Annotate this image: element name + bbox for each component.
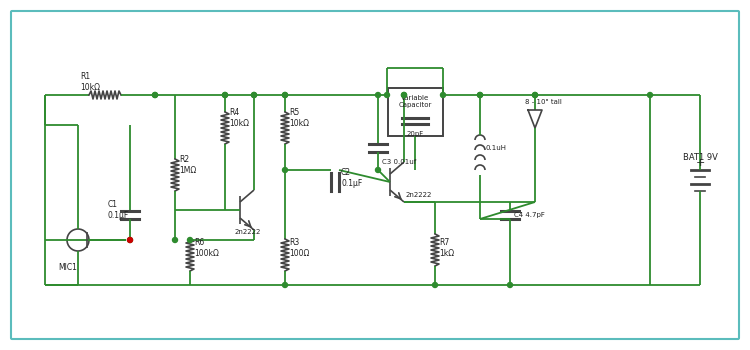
Circle shape	[478, 92, 482, 98]
Text: R2
1MΩ: R2 1MΩ	[179, 155, 196, 175]
Text: C3 0.01uf: C3 0.01uf	[382, 159, 416, 165]
Text: +: +	[695, 158, 705, 168]
Circle shape	[433, 282, 437, 287]
Text: C1
0.1µF: C1 0.1µF	[108, 200, 129, 220]
Circle shape	[188, 238, 193, 243]
Circle shape	[251, 92, 257, 98]
Circle shape	[508, 282, 512, 287]
Circle shape	[440, 92, 446, 98]
Text: 0.1uH: 0.1uH	[485, 145, 506, 151]
Circle shape	[376, 168, 380, 173]
Circle shape	[478, 92, 482, 98]
Text: R1
10kΩ: R1 10kΩ	[80, 72, 100, 92]
Circle shape	[283, 92, 287, 98]
Circle shape	[283, 92, 287, 98]
Text: R5
10kΩ: R5 10kΩ	[289, 108, 309, 128]
FancyBboxPatch shape	[11, 11, 739, 339]
Text: 2n2222: 2n2222	[235, 229, 261, 235]
Circle shape	[128, 238, 133, 243]
Text: R6
100kΩ: R6 100kΩ	[194, 238, 219, 258]
Circle shape	[401, 92, 406, 98]
Circle shape	[283, 168, 287, 173]
Text: 2n2222: 2n2222	[406, 192, 432, 198]
Text: Variable
Capacitor: Variable Capacitor	[398, 96, 432, 108]
Text: MIC1: MIC1	[58, 264, 76, 273]
Circle shape	[532, 92, 538, 98]
Circle shape	[283, 282, 287, 287]
Text: R7
1kΩ: R7 1kΩ	[439, 238, 454, 258]
Circle shape	[152, 92, 157, 98]
Circle shape	[376, 92, 380, 98]
Text: R4
10kΩ: R4 10kΩ	[229, 108, 249, 128]
Circle shape	[223, 92, 227, 98]
Circle shape	[251, 92, 257, 98]
Text: 20pF: 20pF	[406, 131, 424, 137]
Bar	[388, 88, 442, 136]
Text: 8 - 10" tall: 8 - 10" tall	[525, 99, 562, 105]
Circle shape	[223, 92, 227, 98]
Text: C2
0.1µF: C2 0.1µF	[341, 168, 362, 188]
Circle shape	[385, 92, 389, 98]
Circle shape	[532, 92, 538, 98]
Circle shape	[401, 92, 406, 98]
Circle shape	[172, 238, 178, 243]
Circle shape	[152, 92, 157, 98]
Text: C4 4.7pF: C4 4.7pF	[514, 212, 544, 218]
Text: R3
100Ω: R3 100Ω	[289, 238, 309, 258]
Circle shape	[647, 92, 652, 98]
Circle shape	[128, 238, 133, 243]
Text: BAT1 9V: BAT1 9V	[682, 154, 718, 162]
